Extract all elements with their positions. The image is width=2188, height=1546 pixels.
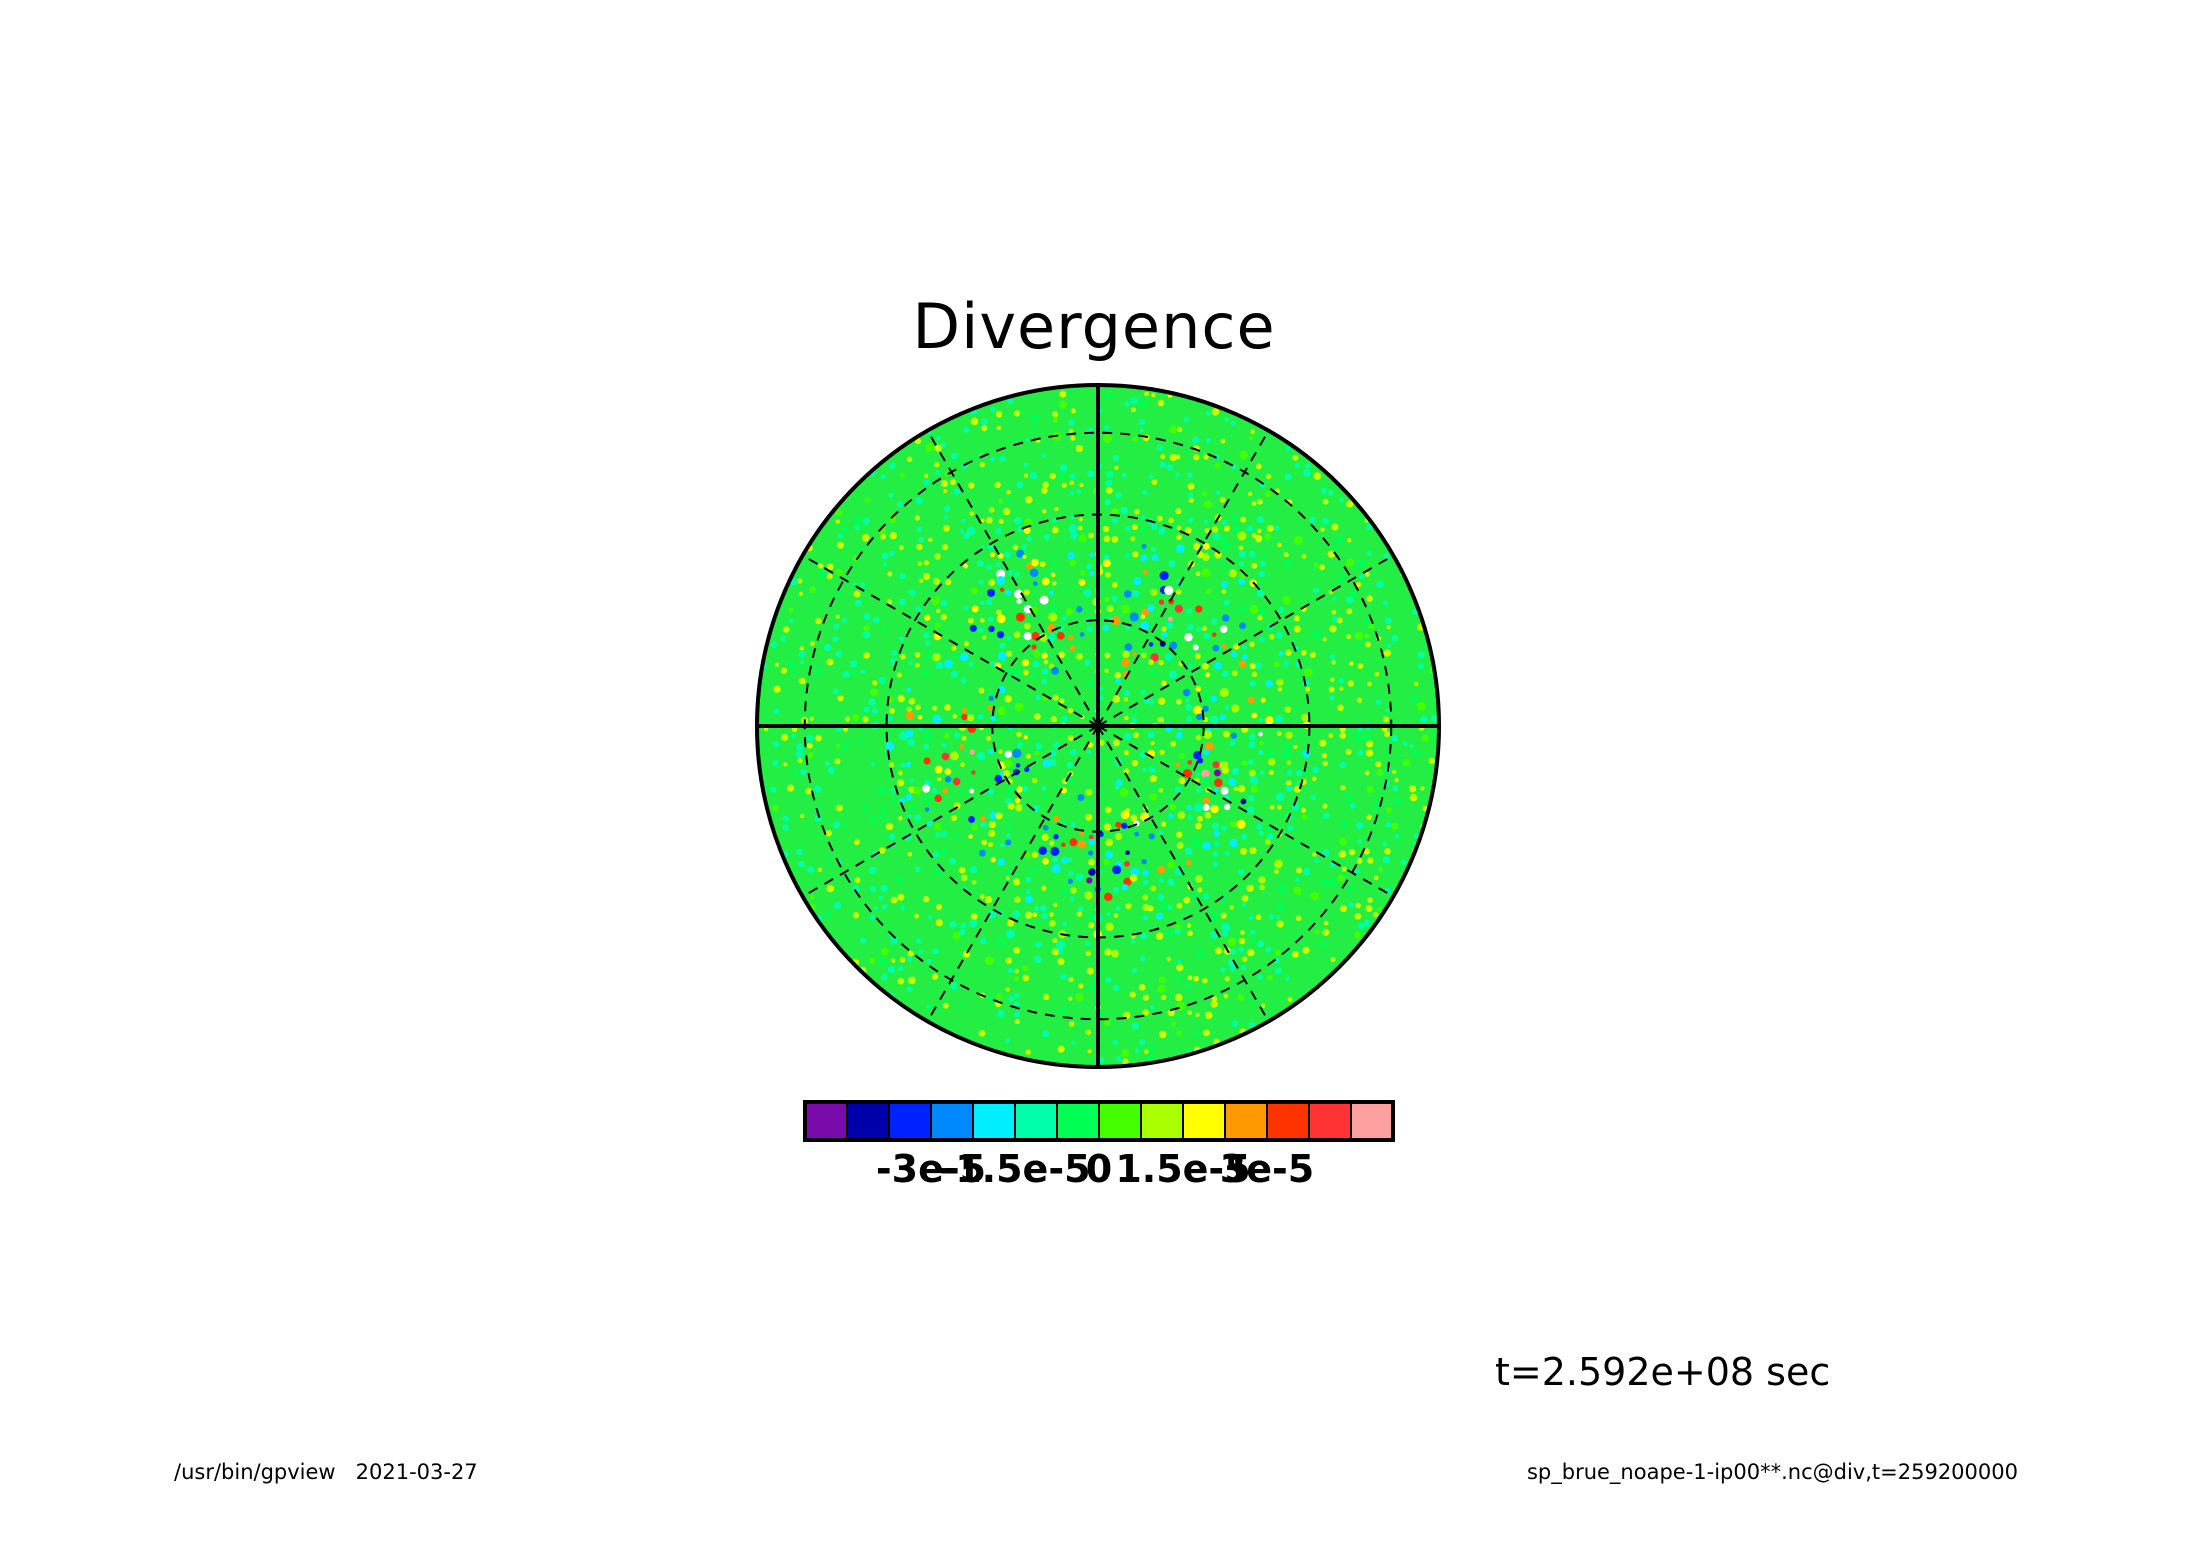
- time-annotation: t=2.592e+08 sec: [1495, 1350, 1831, 1394]
- footer-program-date: /usr/bin/gpview 2021-03-27: [174, 1460, 478, 1484]
- divergence-field: [757, 385, 1438, 1066]
- colorbar-swatch: [972, 1101, 1016, 1141]
- colorbar-tick-label: 1.5e-5: [1115, 1147, 1250, 1191]
- disk-border: [755, 383, 1441, 1069]
- colorbar-swatch: [1140, 1101, 1184, 1141]
- colorbar-tick-label: 0: [1086, 1147, 1112, 1191]
- colorbar-tick-label: 3e-5: [1220, 1147, 1314, 1191]
- meridian-dashed: [926, 430, 1099, 727]
- colorbar-swatch: [1098, 1101, 1142, 1141]
- colorbar-swatch: [1056, 1101, 1100, 1141]
- colorbar-swatch: [930, 1101, 974, 1141]
- colorbar-swatch: [1224, 1101, 1268, 1141]
- colorbar-swatch: [1350, 1101, 1394, 1141]
- meridian-dashed: [802, 554, 1099, 727]
- colorbar-tick-labels: -3e-5-1.5e-50 1.5e-53e-5: [876, 1147, 1314, 1191]
- chart-title: Divergence: [912, 290, 1276, 363]
- colorbar-swatch: [846, 1101, 890, 1141]
- meridian-dashed: [802, 725, 1099, 898]
- meridian-dashed: [1097, 725, 1394, 898]
- meridian-dashed: [1097, 725, 1270, 1022]
- colorbar-tick-label: -1.5e-5: [939, 1147, 1090, 1191]
- colorbar-tick-label: -3e-5: [876, 1147, 986, 1191]
- colorbar-swatch: [1266, 1101, 1310, 1141]
- footer-source: sp_brue_noape-1-ip00**.nc@div,t=25920000…: [1526, 1460, 2018, 1484]
- colorbar-swatch: [804, 1101, 848, 1141]
- colorbar-swatch: [1014, 1101, 1058, 1141]
- meridian-dashed: [1097, 554, 1394, 727]
- colorbar-frame: [803, 1100, 1395, 1142]
- colorbar-swatch: [888, 1101, 932, 1141]
- colorbar: [803, 1100, 1395, 1142]
- graticule: [755, 383, 1441, 1069]
- meridian-dashed: [926, 725, 1099, 1022]
- meridian-dashed: [1097, 430, 1270, 727]
- colorbar-swatch: [1308, 1101, 1352, 1141]
- colorbar-swatch: [1182, 1101, 1226, 1141]
